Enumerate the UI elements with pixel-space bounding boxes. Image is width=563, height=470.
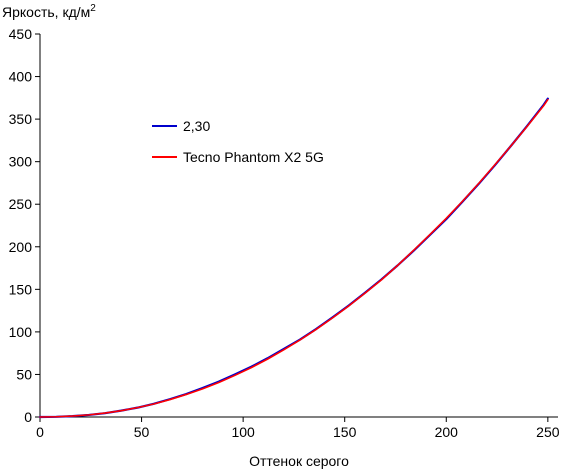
series-lines xyxy=(38,97,549,419)
legend: 2,30 Tecno Phantom X2 5G xyxy=(152,118,324,165)
x-tick-label: 50 xyxy=(134,424,150,440)
x-tick-label: 250 xyxy=(536,424,560,440)
x-tick-label: 150 xyxy=(333,424,357,440)
axes xyxy=(39,34,558,418)
x-tick-label: 0 xyxy=(36,424,44,440)
y-tick-label: 150 xyxy=(9,281,33,297)
y-tick-label: 400 xyxy=(9,69,33,85)
y-tick-label: 100 xyxy=(9,324,33,340)
y-axis-label-main: Яркость, кд/м xyxy=(2,4,90,20)
x-tick-label: 100 xyxy=(231,424,255,440)
y-axis-ticks: 0 50 100 150 200 250 300 350 400 450 xyxy=(9,26,40,425)
series-line-2 xyxy=(39,98,549,418)
x-axis-ticks: 0 50 100 150 200 250 xyxy=(36,417,560,440)
y-tick-label: 350 xyxy=(9,111,33,127)
y-tick-label: 200 xyxy=(9,239,33,255)
y-tick-label: 300 xyxy=(9,154,33,170)
series-line-1 xyxy=(38,97,549,419)
legend-label-1: 2,30 xyxy=(183,118,210,134)
y-tick-label: 50 xyxy=(16,366,32,382)
x-axis-label: Оттенок серого xyxy=(249,453,349,469)
legend-label-2: Tecno Phantom X2 5G xyxy=(183,149,324,165)
y-axis-label-superscript: 2 xyxy=(90,3,96,14)
y-tick-label: 0 xyxy=(24,409,32,425)
y-tick-label: 250 xyxy=(9,196,33,212)
y-tick-label: 450 xyxy=(9,26,33,42)
x-tick-label: 200 xyxy=(435,424,459,440)
y-axis-label: Яркость, кд/м2 xyxy=(2,3,96,20)
